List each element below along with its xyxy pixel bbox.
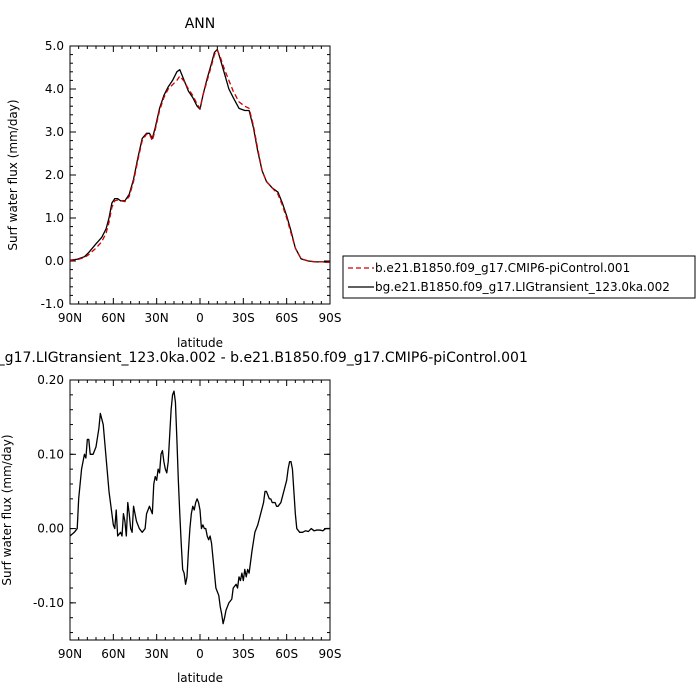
bottom-y-tick-label: -0.10 (33, 596, 64, 610)
top-x-tick-label: 90N (58, 311, 82, 325)
top-x-tick-label: 60S (275, 311, 298, 325)
top-x-tick-label: 0 (196, 311, 204, 325)
legend-label-lig: bg.e21.B1850.f09_g17.LIGtransient_123.0k… (375, 280, 670, 294)
bottom-x-tick-label: 30S (232, 647, 255, 661)
top-series-lines (69, 48, 331, 263)
bottom-series-line-0 (69, 390, 330, 625)
bottom-x-tick-label: 90S (319, 647, 342, 661)
legend: b.e21.B1850.f09_g17.CMIP6-piControl.001 … (342, 255, 696, 299)
bottom-y-ticks: -0.10 0.00 0.10 0.20 (33, 373, 330, 634)
top-y-tick-label: 2.0 (45, 168, 64, 182)
bottom-y-tick-label: 0.20 (37, 373, 64, 387)
top-y-tick-label: 0.0 (45, 254, 64, 268)
top-y-tick-label: -1.0 (41, 297, 64, 311)
bottom-chart-title: bg.e21.B1850.f09_g17.LIGtransient_123.0k… (0, 350, 528, 366)
bottom-series-lines (69, 390, 330, 625)
top-x-tick-label: 90S (319, 311, 342, 325)
legend-entry-control: b.e21.B1850.f09_g17.CMIP6-piControl.001 (348, 261, 630, 275)
top-y-tick-label: 4.0 (45, 82, 64, 96)
top-series-line-1 (69, 48, 331, 263)
legend-entry-lig: bg.e21.B1850.f09_g17.LIGtransient_123.0k… (348, 280, 670, 294)
top-plot-frame (69, 45, 331, 305)
top-x-tick-label: 30N (145, 311, 169, 325)
bottom-x-ticks: 90N 60N 30N 0 30S 60S 90S (58, 380, 342, 661)
top-x-tick-label: 60N (101, 311, 125, 325)
top-y-tick-label: 5.0 (45, 39, 64, 53)
top-x-ticks: 90N 60N 30N 0 30S 60S 90S (58, 46, 342, 325)
bottom-y-axis-label: Surf water flux (mm/day) (0, 434, 14, 585)
top-x-axis-label: latitude (177, 336, 223, 350)
top-chart-title: ANN (185, 16, 216, 32)
top-y-ticks: -1.0 0.0 1.0 2.0 3.0 4.0 5.0 (41, 39, 330, 311)
top-series-line-0 (69, 49, 331, 263)
top-panel: ANN 90N 60N 30N 0 30S 60S 90S -1.0 0.0 1.0 2.0 3.0… (6, 16, 696, 350)
top-x-tick-label: 30S (232, 311, 255, 325)
top-y-axis-label: Surf water flux (mm/day) (6, 99, 20, 250)
legend-label-control: b.e21.B1850.f09_g17.CMIP6-piControl.001 (375, 261, 630, 275)
bottom-panel: bg.e21.B1850.f09_g17.LIGtransient_123.0k… (0, 350, 528, 685)
bottom-x-axis-label: latitude (177, 671, 223, 685)
top-y-tick-label: 1.0 (45, 211, 64, 225)
bottom-y-tick-label: 0.00 (37, 522, 64, 536)
bottom-x-tick-label: 0 (196, 647, 204, 661)
top-y-tick-label: 3.0 (45, 125, 64, 139)
bottom-x-tick-label: 90N (58, 647, 82, 661)
bottom-x-tick-label: 60N (101, 647, 125, 661)
bottom-x-tick-label: 60S (275, 647, 298, 661)
bottom-y-tick-label: 0.10 (37, 447, 64, 461)
bottom-x-tick-label: 30N (145, 647, 169, 661)
legend-box (342, 255, 696, 299)
